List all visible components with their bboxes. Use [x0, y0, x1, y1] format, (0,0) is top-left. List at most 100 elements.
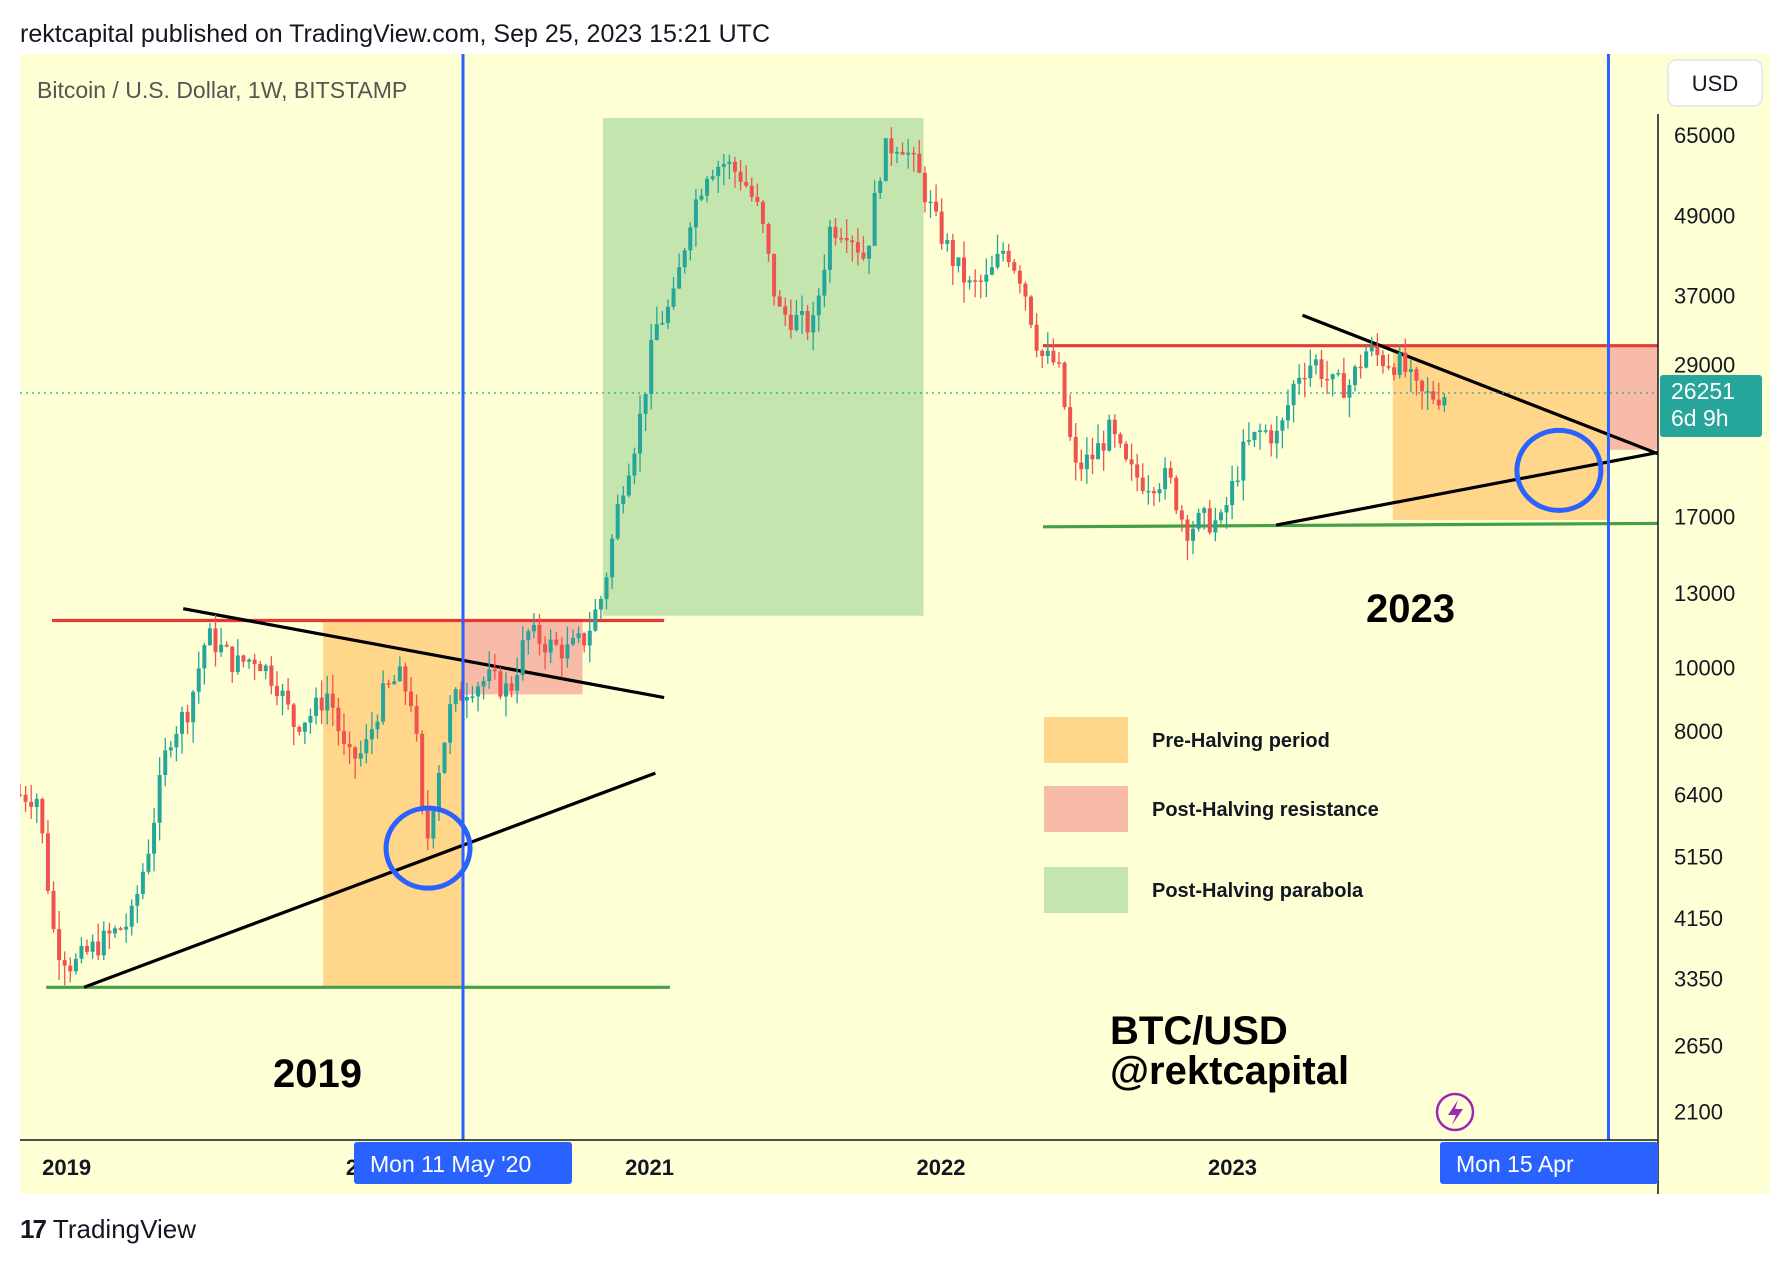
year-label-left: 2019	[273, 1052, 362, 1096]
candle-body	[392, 681, 397, 685]
candle-body	[191, 691, 196, 723]
candle-body	[1420, 380, 1425, 392]
candle-body	[375, 721, 380, 730]
tradingview-logo[interactable]: 17 TradingView	[20, 1214, 196, 1245]
candle-body	[543, 643, 548, 653]
circles-layer	[383, 427, 1604, 891]
candle-body	[235, 655, 240, 672]
candle-body	[23, 794, 28, 802]
candle-body	[872, 192, 877, 246]
candle-body	[308, 715, 313, 723]
candle-body	[51, 890, 56, 930]
candle-body	[381, 683, 386, 722]
candle-body	[1140, 477, 1145, 492]
candle-body	[358, 753, 363, 759]
candle-body	[68, 965, 73, 972]
candle-body	[1291, 383, 1296, 406]
candle-body	[213, 628, 218, 653]
candle-body	[470, 696, 475, 698]
candle-body	[274, 685, 279, 697]
candle-body	[939, 211, 944, 244]
candle-body	[1051, 350, 1056, 363]
candle-body	[1274, 430, 1279, 444]
symbol-title: Bitcoin / U.S. Dollar, 1W, BITSTAMP	[37, 77, 407, 103]
candle-body	[989, 267, 994, 275]
candle-body	[29, 801, 34, 807]
candle-body	[766, 223, 771, 254]
candle-body	[654, 324, 659, 341]
candle-body	[1073, 436, 1078, 463]
candle-body	[314, 697, 319, 716]
candle-body	[40, 798, 45, 834]
candle-body	[397, 666, 402, 682]
candle-body	[962, 257, 967, 283]
candle-body	[615, 504, 620, 539]
candle-body	[660, 322, 665, 325]
time-tick-label: 2021	[625, 1155, 674, 1180]
btc-weekly-chart[interactable]: Bitcoin / U.S. Dollar, 1W, BITSTAMP 2019…	[20, 54, 1770, 1194]
candle-body	[129, 905, 134, 927]
candle-body	[1179, 510, 1184, 520]
tradingview-wordmark: TradingView	[52, 1214, 196, 1244]
candle-body	[1319, 359, 1324, 380]
candle-body	[90, 941, 95, 952]
candle-body	[1246, 440, 1251, 442]
candle-body	[1313, 359, 1318, 366]
candle-body	[1118, 434, 1123, 444]
candle-body	[582, 633, 587, 646]
candle-body	[448, 704, 453, 743]
candle-body	[520, 640, 525, 676]
candle-body	[850, 240, 855, 243]
candle-body	[855, 242, 860, 253]
candle-body	[146, 853, 151, 872]
candle-body	[833, 226, 838, 238]
candle-body	[777, 296, 782, 307]
candle-body	[973, 280, 978, 282]
candle-body	[45, 833, 50, 891]
vertical-marker-labels: Mon 11 May '20 Mon 15 Apr	[354, 1142, 1658, 1184]
candle-body	[286, 690, 291, 705]
candle-body	[1263, 430, 1268, 432]
candle-body	[744, 181, 749, 186]
candle-body	[621, 495, 626, 505]
trendline-line	[182, 607, 665, 700]
candle-body	[677, 267, 682, 289]
candle-body	[319, 697, 324, 711]
candle-body	[1392, 367, 1397, 376]
candle-body	[649, 340, 654, 394]
chart-panel[interactable]: Bitcoin / U.S. Dollar, 1W, BITSTAMP 2019…	[20, 54, 1770, 1194]
candle-body	[1174, 477, 1179, 511]
price-tick-label: 10000	[1674, 656, 1735, 681]
candle-body	[330, 693, 335, 708]
candle-body	[107, 930, 112, 934]
last-price-tag: 26251 6d 9h	[1660, 375, 1762, 438]
candle-body	[263, 665, 268, 672]
candle-body	[738, 171, 743, 182]
time-tick-label: 2023	[1208, 1155, 1257, 1180]
time-tick-label: 2022	[917, 1155, 966, 1180]
candle-body	[1006, 250, 1011, 263]
candle-body	[269, 665, 274, 686]
candle-body	[459, 689, 464, 701]
candle-body	[1431, 391, 1436, 400]
candle-body	[1380, 355, 1385, 367]
candle-body	[57, 929, 62, 961]
candle-body	[241, 655, 246, 662]
candle-body	[1079, 462, 1084, 470]
price-axis[interactable]: 2100 2650 3350 4150 5150 6400 8000 10000 13000 17…	[1657, 114, 1735, 1194]
candle-body	[716, 166, 721, 177]
candle-body	[73, 958, 78, 972]
candle-body	[682, 250, 687, 268]
candle-body	[442, 742, 447, 773]
candle-body	[152, 822, 157, 854]
currency-button[interactable]: USD	[1667, 59, 1763, 107]
legend-swatch-pre-halving	[1044, 717, 1128, 763]
candle-body	[347, 743, 352, 748]
candle-body	[1135, 464, 1140, 478]
candle-body	[559, 644, 564, 659]
trendline-line	[1275, 450, 1659, 527]
candle-body	[336, 707, 341, 732]
candle-body	[878, 180, 883, 193]
candle-body	[174, 733, 179, 748]
lightning-icon[interactable]	[1435, 1092, 1475, 1132]
